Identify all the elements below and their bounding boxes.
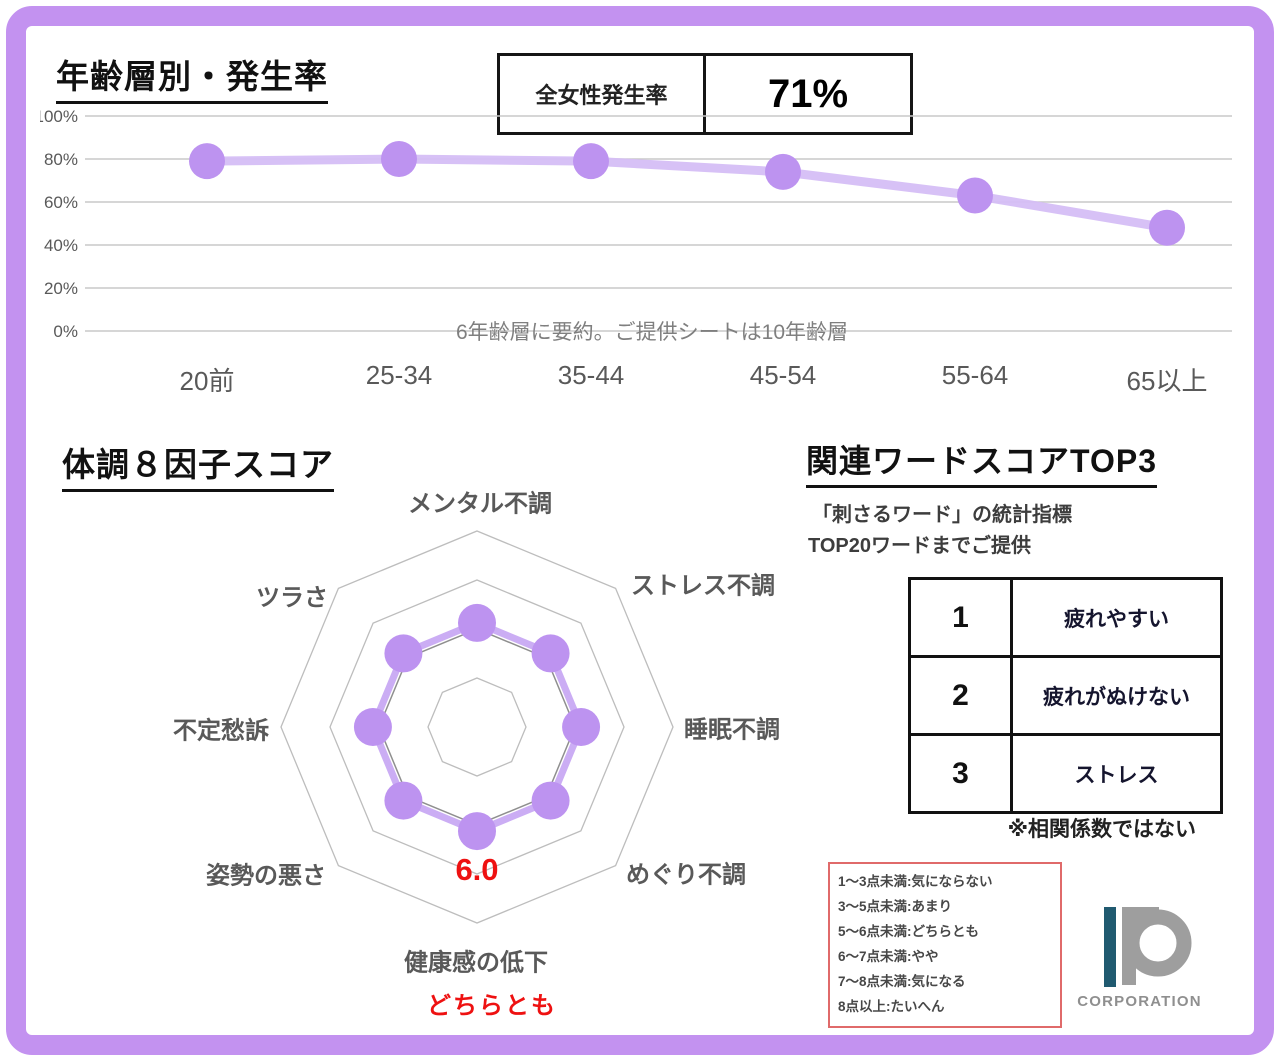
- radar-axis-label: めぐり不調: [626, 861, 746, 889]
- top3-rank-2: 2: [911, 658, 1013, 736]
- condition-radar-chart: [280, 530, 674, 924]
- company-logo-icon: [1104, 907, 1192, 987]
- company-logo-caption: CORPORATION: [1077, 993, 1202, 1010]
- incidence-line-chart: 100% 80% 60% 40% 20% 0% 6年齢層に要約。ご提供シートは10年齢層 20…: [40, 107, 1232, 396]
- radar-axis-label: ツラさ: [256, 584, 328, 612]
- radar-title-wrap: 体調８因子スコア: [62, 438, 334, 492]
- svg-text:6年齢層に要約。ご提供シートは10年齢層: 6年齢層に要約。ご提供シートは10年齢層: [456, 321, 848, 344]
- radar-axis-label: 睡眠不調: [684, 716, 780, 744]
- svg-text:80%: 80%: [44, 150, 78, 169]
- radar-score-verdict: どちらとも: [427, 992, 557, 1020]
- radar-axis-label: メンタル不調: [408, 490, 552, 518]
- top3-word-table: 1 疲れやすい 2 疲れがぬけない 3 ストレス: [908, 577, 1223, 814]
- incidence-chart-title: 年齢層別・発生率: [56, 50, 328, 104]
- overall-rate-box: 全女性発生率 71%: [497, 53, 913, 135]
- top3-subtitle-line1: 「刺さるワード」の統計指標: [812, 504, 1072, 526]
- svg-text:55-64: 55-64: [942, 360, 1009, 390]
- radar-axis-label: 不定愁訴: [173, 717, 269, 745]
- top3-title-wrap: 関連ワードスコアTOP3: [806, 436, 1158, 488]
- radar-axis-label: 姿勢の悪さ: [206, 862, 326, 890]
- svg-text:60%: 60%: [44, 193, 78, 212]
- score-legend-line: 7～8点未満:気になる: [838, 974, 966, 989]
- score-legend-line: 3～5点未満:あまり: [838, 899, 953, 914]
- svg-text:20前: 20前: [180, 366, 235, 396]
- svg-text:25-34: 25-34: [366, 360, 433, 390]
- radar-chart-title: 体調８因子スコア: [62, 438, 334, 492]
- svg-text:40%: 40%: [44, 236, 78, 255]
- svg-text:35-44: 35-44: [558, 360, 625, 390]
- score-legend-line: 5～6点未満:どちらとも: [838, 924, 980, 939]
- score-legend-box: 1～3点未満:気にならない 3～5点未満:あまり 5～6点未満:どちらとも 6～…: [828, 862, 1062, 1028]
- logo-p-bowl: [1124, 909, 1192, 977]
- score-legend-line: 8点以上:たいへん: [838, 999, 945, 1014]
- score-legend-line: 1～3点未満:気にならない: [838, 874, 993, 889]
- svg-text:0%: 0%: [53, 322, 78, 341]
- top3-rank-3: 3: [911, 736, 1013, 811]
- svg-text:20%: 20%: [44, 279, 78, 298]
- radar-axis-label: 健康感の低下: [404, 949, 548, 977]
- top3-subtitle-line2: TOP20ワードまでご提供: [808, 535, 1031, 557]
- radar-axis-label: ストレス不調: [631, 572, 775, 600]
- radar-score-value: 6.0: [455, 852, 499, 887]
- svg-text:45-54: 45-54: [750, 360, 817, 390]
- score-legend-line: 6～7点未満:やや: [838, 949, 939, 964]
- top3-note: ※相関係数ではない: [1007, 818, 1196, 841]
- top3-word-2: 疲れがぬけない: [1013, 658, 1220, 736]
- svg-text:65以上: 65以上: [1127, 366, 1208, 396]
- incidence-chart-title-wrap: 年齢層別・発生率: [56, 50, 328, 104]
- top3-word-1: 疲れやすい: [1013, 580, 1220, 658]
- top3-word-3: ストレス: [1074, 763, 1159, 787]
- top3-title: 関連ワードスコアTOP3: [806, 436, 1158, 488]
- svg-text:100%: 100%: [40, 107, 78, 126]
- logo-i-bar: [1104, 907, 1116, 987]
- overall-rate-label: 全女性発生率: [535, 83, 668, 108]
- overall-rate-value: 71%: [703, 56, 910, 132]
- top3-rank-1: 1: [911, 580, 1013, 658]
